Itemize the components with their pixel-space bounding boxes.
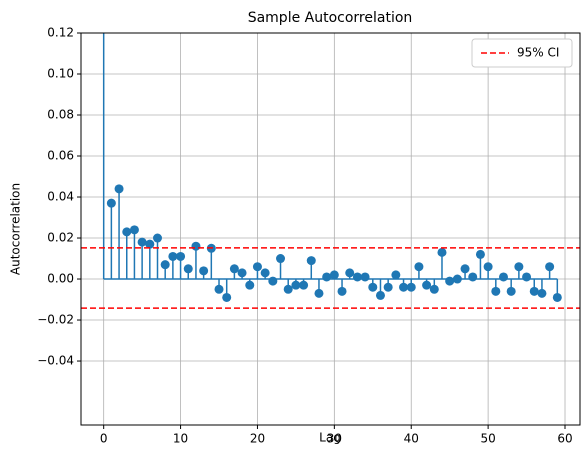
stem-marker xyxy=(322,272,332,282)
y-tick-label: −0.02 xyxy=(37,313,74,327)
chart-title: Sample Autocorrelation xyxy=(248,10,413,26)
stem-marker xyxy=(145,239,155,249)
x-tick-label: 60 xyxy=(557,432,572,446)
stem-marker xyxy=(437,247,447,257)
stem-marker xyxy=(375,290,385,300)
x-tick-label: 10 xyxy=(173,432,188,446)
stem-marker xyxy=(168,251,178,261)
stem-marker xyxy=(176,251,186,261)
stem-marker xyxy=(291,280,301,290)
stem-marker xyxy=(160,260,170,270)
y-tick-label: −0.04 xyxy=(37,354,74,368)
y-tick-label: 0.06 xyxy=(47,149,74,163)
y-tick-label: 0.08 xyxy=(47,108,74,122)
stem-marker xyxy=(452,274,462,284)
stem-marker xyxy=(522,272,532,282)
stem-marker xyxy=(414,262,424,272)
stem-marker xyxy=(352,272,362,282)
stem-marker xyxy=(545,262,555,272)
stem-marker xyxy=(283,284,293,294)
stem-marker xyxy=(252,262,262,272)
y-tick-label: 0.12 xyxy=(47,26,74,40)
stem-marker xyxy=(537,288,547,298)
stem-marker xyxy=(498,272,508,282)
stem-marker xyxy=(229,264,239,274)
x-tick-label: 20 xyxy=(250,432,265,446)
stem-marker xyxy=(276,254,286,264)
stem-marker xyxy=(245,280,255,290)
stem-marker xyxy=(137,237,147,247)
stem-marker xyxy=(199,266,209,276)
stem-marker xyxy=(506,286,516,296)
axes-frame xyxy=(80,32,581,426)
stem-marker xyxy=(129,225,139,235)
legend-box xyxy=(471,38,573,68)
stem-marker xyxy=(483,262,493,272)
stem-marker xyxy=(360,272,370,282)
stem-marker xyxy=(299,280,309,290)
grid xyxy=(81,32,580,425)
stem-marker xyxy=(514,262,524,272)
stem-marker xyxy=(399,282,409,292)
y-tick-label: 0.00 xyxy=(47,272,74,286)
stem-marker xyxy=(214,284,224,294)
stem-marker xyxy=(406,282,416,292)
stem-marker xyxy=(329,270,339,280)
y-tick-label: 0.10 xyxy=(47,67,74,81)
x-tick-label: 40 xyxy=(404,432,419,446)
stem-marker xyxy=(552,292,562,302)
stem-marker xyxy=(191,241,201,251)
y-axis-label: Autocorrelation xyxy=(9,183,23,275)
stem-marker xyxy=(153,233,163,243)
stem-marker xyxy=(268,276,278,286)
y-tick-label: 0.02 xyxy=(47,231,74,245)
y-tick-label: 0.04 xyxy=(47,190,74,204)
stem-marker xyxy=(391,270,401,280)
stem-marker xyxy=(429,284,439,294)
stem-marker xyxy=(475,249,485,259)
x-tick-label: 50 xyxy=(480,432,495,446)
stem-marker xyxy=(314,288,324,298)
stem-marker xyxy=(422,280,432,290)
stem-marker xyxy=(460,264,470,274)
stem-marker xyxy=(337,286,347,296)
stem-marker xyxy=(368,282,378,292)
legend-label: 95% CI xyxy=(517,46,559,60)
stem-marker xyxy=(183,264,193,274)
stem-marker xyxy=(106,198,116,208)
x-tick-label: 30 xyxy=(327,432,342,446)
stem-marker xyxy=(491,286,501,296)
x-axis-label: Lag xyxy=(319,431,341,445)
stem-marker xyxy=(306,256,316,266)
stem-marker xyxy=(237,268,247,278)
stem-marker xyxy=(345,268,355,278)
stem-marker xyxy=(122,227,132,237)
stem-marker xyxy=(529,286,539,296)
x-tick-label: 0 xyxy=(100,432,108,446)
stem-marker xyxy=(445,276,455,286)
stem-marker xyxy=(468,272,478,282)
stem-marker xyxy=(114,184,124,194)
stem-marker xyxy=(260,268,270,278)
plot-area xyxy=(81,33,580,309)
axes: −0.04 −0.02 0.00 0.02 0.04 0.06 0.08 0.10 0.12 0 1… xyxy=(37,26,581,446)
stem-marker xyxy=(383,282,393,292)
stem-marker xyxy=(222,292,232,302)
